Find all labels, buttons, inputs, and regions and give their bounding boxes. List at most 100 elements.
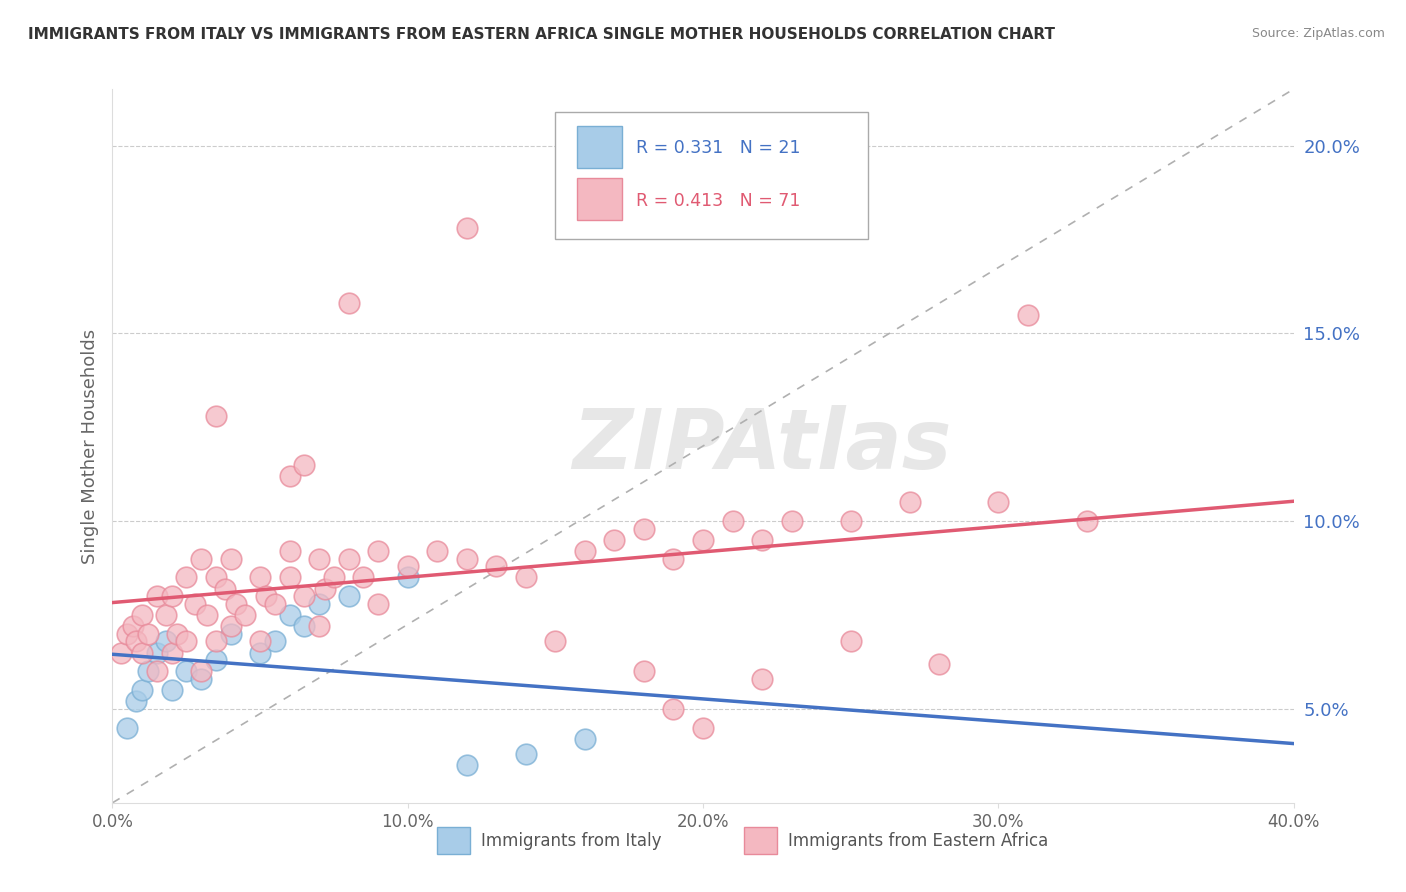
Point	[721, 514, 744, 528]
Bar	[576, 127, 621, 168]
Point	[214, 582, 236, 596]
Text: IMMIGRANTS FROM ITALY VS IMMIGRANTS FROM EASTERN AFRICA SINGLE MOTHER HOUSEHOLDS: IMMIGRANTS FROM ITALY VS IMMIGRANTS FROM…	[28, 27, 1054, 42]
Point	[219, 619, 242, 633]
Point	[131, 607, 153, 622]
Point	[160, 683, 183, 698]
Point	[1017, 308, 1039, 322]
Point	[205, 570, 228, 584]
Point	[131, 683, 153, 698]
Text: R = 0.413   N = 71: R = 0.413 N = 71	[636, 193, 800, 211]
Point	[278, 607, 301, 622]
Point	[136, 665, 159, 679]
Point	[898, 495, 921, 509]
Point	[839, 634, 862, 648]
Point	[633, 665, 655, 679]
Point	[117, 627, 138, 641]
Point	[456, 551, 478, 566]
Point	[292, 458, 315, 472]
Point	[426, 544, 449, 558]
Point	[515, 570, 537, 584]
Point	[633, 522, 655, 536]
Point	[136, 627, 159, 641]
Point	[174, 570, 197, 584]
Point	[515, 747, 537, 761]
Point	[751, 533, 773, 547]
FancyBboxPatch shape	[555, 112, 869, 239]
Point	[233, 607, 256, 622]
Point	[146, 589, 169, 603]
Point	[662, 551, 685, 566]
Text: R = 0.331   N = 21: R = 0.331 N = 21	[636, 139, 800, 157]
Point	[110, 646, 132, 660]
Point	[574, 731, 596, 746]
Point	[278, 544, 301, 558]
Point	[574, 544, 596, 558]
Point	[337, 551, 360, 566]
Point	[249, 570, 271, 584]
Point	[160, 589, 183, 603]
Point	[190, 672, 212, 686]
Point	[780, 514, 803, 528]
Point	[456, 221, 478, 235]
Point	[155, 607, 177, 622]
Point	[839, 514, 862, 528]
Point	[278, 570, 301, 584]
Point	[337, 296, 360, 310]
Point	[292, 589, 315, 603]
Point	[205, 653, 228, 667]
Point	[205, 634, 228, 648]
Point	[264, 634, 287, 648]
Point	[323, 570, 346, 584]
Point	[751, 672, 773, 686]
Bar	[437, 827, 471, 855]
Point	[367, 597, 389, 611]
Point	[264, 597, 287, 611]
Point	[314, 582, 336, 596]
Text: Immigrants from Italy: Immigrants from Italy	[481, 831, 661, 849]
Text: Immigrants from Eastern Africa: Immigrants from Eastern Africa	[787, 831, 1049, 849]
Point	[160, 646, 183, 660]
Point	[928, 657, 950, 671]
Bar	[576, 178, 621, 219]
Point	[225, 597, 247, 611]
Point	[125, 634, 148, 648]
Point	[174, 634, 197, 648]
Point	[1076, 514, 1098, 528]
Bar	[744, 827, 778, 855]
Point	[174, 665, 197, 679]
Point	[396, 559, 419, 574]
Point	[254, 589, 277, 603]
Point	[337, 589, 360, 603]
Point	[249, 634, 271, 648]
Point	[117, 721, 138, 735]
Point	[184, 597, 207, 611]
Point	[190, 551, 212, 566]
Point	[692, 721, 714, 735]
Point	[662, 702, 685, 716]
Point	[292, 619, 315, 633]
Point	[195, 607, 218, 622]
Point	[131, 646, 153, 660]
Point	[485, 559, 508, 574]
Point	[219, 627, 242, 641]
Point	[190, 665, 212, 679]
Point	[155, 634, 177, 648]
Point	[205, 409, 228, 423]
Point	[166, 627, 188, 641]
Point	[146, 665, 169, 679]
Point	[122, 619, 145, 633]
Y-axis label: Single Mother Households: Single Mother Households	[80, 328, 98, 564]
Point	[308, 619, 330, 633]
Point	[219, 551, 242, 566]
Point	[308, 597, 330, 611]
Point	[544, 634, 567, 648]
Point	[125, 694, 148, 708]
Point	[367, 544, 389, 558]
Text: Source: ZipAtlas.com: Source: ZipAtlas.com	[1251, 27, 1385, 40]
Point	[396, 570, 419, 584]
Point	[146, 646, 169, 660]
Point	[249, 646, 271, 660]
Point	[603, 533, 626, 547]
Point	[308, 551, 330, 566]
Point	[692, 533, 714, 547]
